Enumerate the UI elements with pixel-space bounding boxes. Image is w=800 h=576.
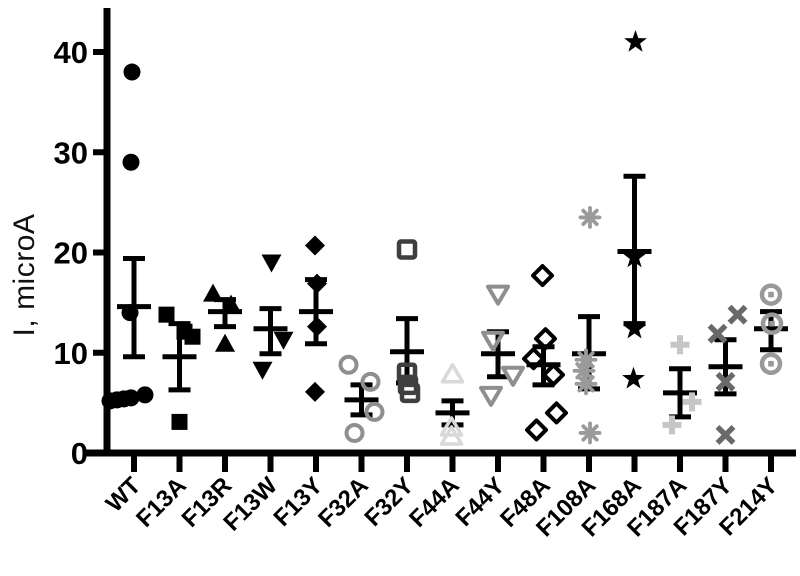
data-point bbox=[525, 418, 548, 442]
y-tick-label: 30 bbox=[54, 135, 88, 170]
data-point bbox=[577, 375, 595, 393]
data-point bbox=[305, 381, 325, 402]
data-point bbox=[396, 239, 418, 260]
x-category-label: F13A bbox=[131, 472, 192, 533]
data-point bbox=[479, 385, 503, 407]
x-category-label: F44A bbox=[404, 472, 465, 533]
data-point bbox=[531, 264, 554, 288]
data-point bbox=[158, 306, 175, 323]
data-point bbox=[545, 401, 568, 425]
data-point bbox=[623, 316, 646, 339]
data-point bbox=[184, 328, 201, 345]
data-point bbox=[581, 424, 599, 442]
x-category-label: F44Y bbox=[451, 472, 511, 532]
data-point bbox=[364, 401, 385, 422]
data-point bbox=[760, 312, 784, 335]
x-category-label: F13Y bbox=[269, 472, 329, 532]
data-point bbox=[522, 347, 545, 371]
x-category-label: F32Y bbox=[360, 472, 420, 532]
data-point bbox=[360, 371, 381, 392]
y-tick-label: 0 bbox=[71, 436, 88, 471]
data-point bbox=[121, 304, 139, 322]
data-point bbox=[396, 362, 418, 384]
data-point bbox=[122, 389, 140, 407]
data-point bbox=[122, 153, 140, 171]
data-point bbox=[759, 352, 783, 376]
y-tick-label: 20 bbox=[54, 236, 88, 271]
data-point bbox=[623, 245, 646, 268]
data-point bbox=[715, 425, 736, 445]
data-point bbox=[581, 208, 599, 227]
data-point bbox=[439, 416, 464, 437]
data-point bbox=[759, 283, 783, 306]
data-point bbox=[399, 382, 421, 404]
data-point bbox=[305, 235, 325, 256]
data-point bbox=[624, 30, 647, 52]
data-point bbox=[542, 363, 565, 387]
data-point bbox=[261, 254, 282, 273]
data-point bbox=[501, 365, 525, 387]
data-point bbox=[727, 304, 748, 325]
data-point bbox=[439, 425, 464, 446]
data-point bbox=[338, 354, 359, 375]
data-point bbox=[307, 273, 327, 294]
data-point bbox=[136, 386, 154, 404]
data-point bbox=[715, 371, 736, 392]
x-category-label: F32A bbox=[313, 472, 374, 533]
data-point bbox=[123, 63, 141, 81]
data-point bbox=[440, 363, 465, 384]
data-point bbox=[481, 330, 505, 352]
y-axis-label: I, microA bbox=[8, 213, 41, 337]
data-point bbox=[307, 316, 327, 337]
x-category-label: F13W bbox=[218, 472, 283, 537]
data-point bbox=[534, 327, 557, 351]
data-point bbox=[768, 360, 774, 367]
data-point bbox=[215, 333, 235, 352]
data-point bbox=[577, 351, 595, 369]
y-tick-label: 10 bbox=[54, 336, 88, 371]
data-point bbox=[768, 291, 774, 298]
data-point bbox=[344, 422, 365, 443]
data-point bbox=[486, 284, 510, 306]
data-point bbox=[171, 413, 188, 430]
data-point bbox=[707, 323, 728, 344]
data-point bbox=[252, 361, 273, 380]
data-point bbox=[203, 283, 223, 302]
data-point bbox=[769, 320, 775, 327]
data-point bbox=[622, 366, 645, 389]
y-tick-label: 40 bbox=[54, 35, 88, 70]
data-point bbox=[273, 331, 294, 350]
data-point bbox=[221, 294, 241, 313]
